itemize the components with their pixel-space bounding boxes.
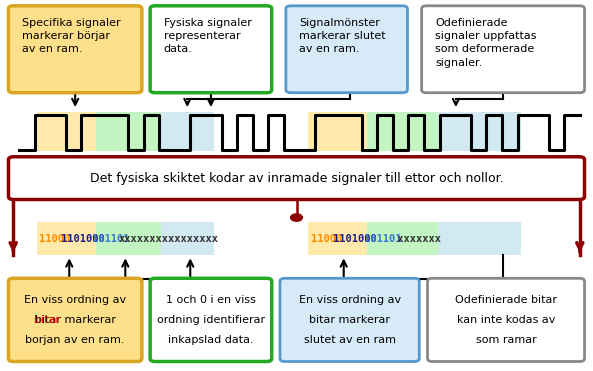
FancyBboxPatch shape: [150, 278, 272, 361]
Bar: [308, 222, 367, 256]
Circle shape: [291, 214, 302, 221]
FancyBboxPatch shape: [428, 278, 585, 361]
Text: bitar markerar: bitar markerar: [34, 315, 116, 325]
Text: 11000: 11000: [39, 234, 70, 244]
Text: Odefinierade
signaler uppfattas
som deformerade
signaler.: Odefinierade signaler uppfattas som defo…: [435, 18, 537, 68]
FancyBboxPatch shape: [8, 278, 142, 361]
Text: Specifika signaler
markerar börjar
av en ram.: Specifika signaler markerar börjar av en…: [22, 18, 120, 55]
Text: 1101000: 1101000: [333, 234, 377, 244]
FancyBboxPatch shape: [286, 6, 407, 93]
Text: bitar: bitar: [34, 315, 60, 325]
Text: bitar markerar: bitar markerar: [309, 315, 390, 325]
Bar: [438, 112, 521, 151]
FancyBboxPatch shape: [150, 6, 272, 93]
Bar: [161, 222, 214, 256]
Text: Fysiska signaler
representerar
data.: Fysiska signaler representerar data.: [164, 18, 251, 55]
Text: En viss ordning av: En viss ordning av: [24, 295, 126, 305]
FancyBboxPatch shape: [280, 278, 419, 361]
Bar: [37, 112, 96, 151]
FancyBboxPatch shape: [422, 6, 585, 93]
Text: En viss ordning av: En viss ordning av: [298, 295, 401, 305]
Text: 1 och 0 i en viss: 1 och 0 i en viss: [166, 295, 256, 305]
Bar: [308, 112, 367, 151]
Text: ordning identifierar: ordning identifierar: [157, 315, 265, 325]
Text: 101101: 101101: [364, 234, 402, 244]
Text: Odefinierade bitar: Odefinierade bitar: [455, 295, 557, 305]
Bar: [96, 112, 161, 151]
Text: kan inte kodas av: kan inte kodas av: [457, 315, 555, 325]
Text: 1101000: 1101000: [60, 234, 104, 244]
Bar: [161, 112, 214, 151]
Text: 101101: 101101: [92, 234, 129, 244]
Text: Signalmönster
markerar slutet
av en ram.: Signalmönster markerar slutet av en ram.: [299, 18, 386, 55]
Text: xxxxxxxxxxxxxxxx: xxxxxxxxxxxxxxxx: [118, 234, 218, 244]
FancyBboxPatch shape: [8, 6, 142, 93]
Bar: [96, 222, 161, 256]
Bar: [37, 222, 96, 256]
Text: borjan av en ram.: borjan av en ram.: [25, 335, 125, 345]
Text: inkapslad data.: inkapslad data.: [168, 335, 254, 345]
Text: xxxxxxx: xxxxxxx: [391, 234, 441, 244]
Bar: [367, 222, 438, 256]
Bar: [438, 222, 521, 256]
Text: som ramar: som ramar: [476, 335, 537, 345]
Text: Det fysiska skiktet kodar av inramade signaler till ettor och nollor.: Det fysiska skiktet kodar av inramade si…: [90, 172, 503, 185]
Text: slutet av en ram: slutet av en ram: [304, 335, 396, 345]
Text: 11000: 11000: [311, 234, 343, 244]
Bar: [367, 112, 438, 151]
FancyBboxPatch shape: [8, 157, 585, 200]
